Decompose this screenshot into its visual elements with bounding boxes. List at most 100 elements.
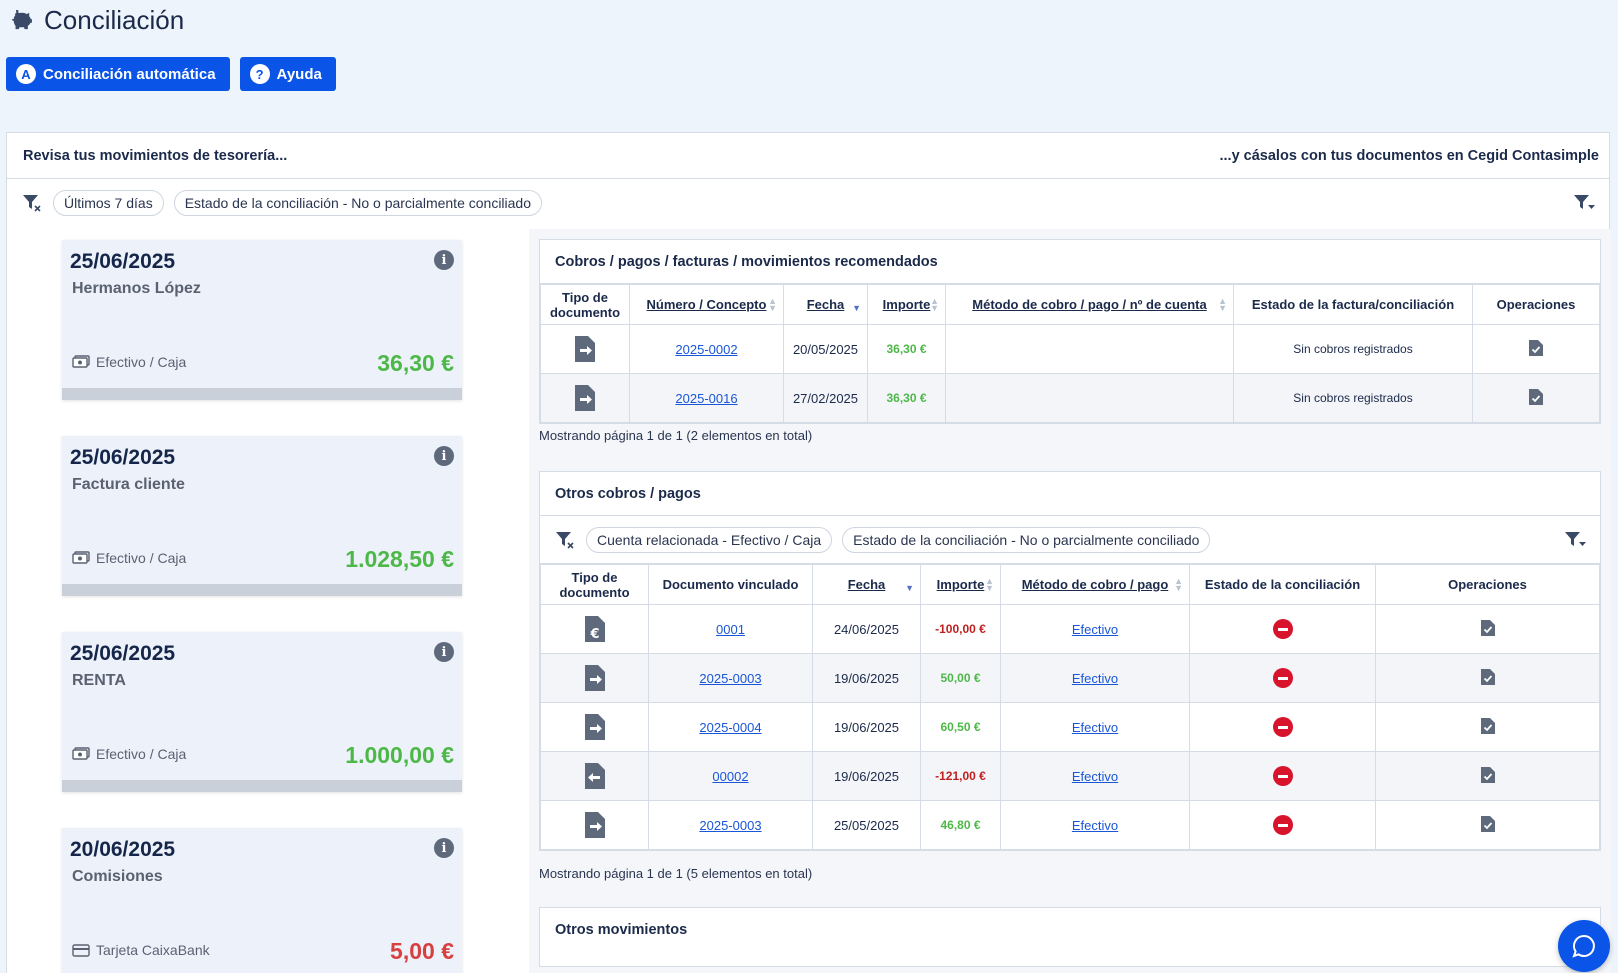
recommended-title: Cobros / pagos / facturas / movimientos …: [540, 240, 1600, 284]
method-link[interactable]: Efectivo: [1071, 768, 1119, 784]
col-fecha-label: Fecha: [847, 577, 886, 592]
reconcile-document-icon[interactable]: [1480, 766, 1496, 784]
card-date: 25/06/2025: [70, 446, 176, 469]
metodo-cell[interactable]: Efectivo: [1000, 653, 1190, 703]
method-link[interactable]: Efectivo: [1071, 621, 1119, 637]
info-icon[interactable]: i: [434, 838, 454, 858]
metodo-cell[interactable]: Efectivo: [1000, 702, 1190, 752]
other-movements-panel: Otros movimientos: [539, 907, 1601, 967]
doc-type-cell: €: [540, 604, 649, 654]
card-account: Efectivo / Caja: [72, 354, 186, 370]
metodo-cell[interactable]: Efectivo: [1000, 751, 1190, 801]
card-icon: [72, 944, 90, 957]
other-movements-title: Otros movimientos: [555, 922, 688, 938]
reconcile-document-icon[interactable]: [1480, 619, 1496, 637]
filter-chip-account[interactable]: Cuenta relacionada - Efectivo / Caja: [586, 526, 833, 553]
metodo-cell[interactable]: Efectivo: [1000, 604, 1190, 654]
card-account-label: Efectivo / Caja: [96, 354, 187, 370]
chat-button[interactable]: [1558, 920, 1610, 972]
other-payments-filter-row: Cuenta relacionada - Efectivo / Caja Est…: [540, 516, 1600, 564]
clear-filters-icon[interactable]: [21, 192, 43, 214]
document-link[interactable]: 00002: [712, 768, 749, 784]
col-metodo[interactable]: Método de cobro / pago ▲ ▼: [1000, 564, 1190, 605]
doc-cell[interactable]: 2025-0004: [648, 702, 813, 752]
estado-cell: Sin cobros registrados: [1233, 324, 1473, 374]
info-icon[interactable]: i: [434, 446, 454, 466]
action-bar: A Conciliación automática ? Ayuda: [6, 57, 336, 91]
invoice-out-icon: [575, 336, 595, 362]
help-button[interactable]: ? Ayuda: [239, 57, 336, 91]
movement-card[interactable]: 25/06/2025 RENTA i Efectivo / Caja 1.000…: [62, 632, 462, 792]
filter-menu-icon[interactable]: [1564, 529, 1586, 551]
method-link[interactable]: Efectivo: [1071, 817, 1119, 833]
doc-type-cell: [540, 751, 649, 801]
filter-chip-period[interactable]: Últimos 7 días: [53, 190, 164, 216]
document-link[interactable]: 0001: [716, 621, 745, 637]
doc-cell[interactable]: 2025-0003: [648, 800, 813, 850]
document-link[interactable]: 2025-0003: [699, 670, 762, 686]
reconcile-document-icon[interactable]: [1528, 339, 1544, 357]
document-link[interactable]: 2025-0002: [675, 341, 738, 357]
reconcile-document-icon[interactable]: [1480, 815, 1496, 833]
col-fecha[interactable]: Fecha ▼: [783, 284, 868, 325]
sort-desc-icon: ▼: [905, 583, 914, 593]
movements-list: 25/06/2025 Hermanos López i Efectivo / C…: [7, 229, 522, 973]
estado-cell: [1189, 800, 1376, 850]
sort-icon: ▲ ▼: [1218, 296, 1227, 313]
estado-cell: [1189, 751, 1376, 801]
operations-cell: [1472, 373, 1600, 423]
card-amount: 5,00 €: [390, 938, 454, 964]
sort-icon: ▲ ▼: [930, 296, 939, 313]
doc-cell[interactable]: 2025-0003: [648, 653, 813, 703]
col-importe[interactable]: Importe ▲ ▼: [920, 564, 1001, 605]
auto-reconcile-button[interactable]: A Conciliación automática: [6, 57, 230, 91]
filter-chip-status[interactable]: Estado de la conciliación - No o parcial…: [173, 190, 543, 216]
card-concept: Factura cliente: [72, 476, 185, 493]
document-link[interactable]: 2025-0004: [699, 719, 762, 735]
card-account-label: Efectivo / Caja: [96, 746, 187, 762]
clear-filters-icon[interactable]: [554, 529, 576, 551]
numero-cell[interactable]: 2025-0016: [629, 373, 784, 423]
importe-cell: -121,00 €: [920, 751, 1001, 801]
col-numero[interactable]: Número / Concepto ▲ ▼: [629, 284, 784, 325]
reconcile-document-icon[interactable]: [1528, 388, 1544, 406]
left-heading: Revisa tus movimientos de tesorería...: [23, 147, 288, 164]
card-date: 25/06/2025: [70, 250, 176, 273]
table-row: 2025-0004 19/06/2025 60,50 € Efectivo: [540, 702, 1600, 752]
page-title: Conciliación: [44, 4, 185, 35]
filter-menu-icon[interactable]: [1573, 192, 1595, 214]
sort-icon: ▲ ▼: [985, 576, 994, 593]
movement-card[interactable]: 20/06/2025 Comisiones i Tarjeta CaixaBan…: [62, 828, 462, 973]
doc-cell[interactable]: 00002: [648, 751, 813, 801]
numero-cell[interactable]: 2025-0002: [629, 324, 784, 374]
doc-type-cell: [540, 324, 630, 374]
col-metodo[interactable]: Método de cobro / pago / nº de cuenta ▲ ▼: [945, 284, 1234, 325]
chat-icon: [1572, 934, 1595, 958]
info-icon[interactable]: i: [434, 250, 454, 270]
invoice-out-icon: [575, 385, 595, 411]
table-row: 2025-0002 20/05/2025 36,30 € Sin cobros …: [540, 324, 1600, 374]
method-link[interactable]: Efectivo: [1071, 670, 1119, 686]
estado-cell: [1189, 702, 1376, 752]
col-fecha[interactable]: Fecha ▼: [812, 564, 921, 605]
fecha-cell: 19/06/2025: [812, 653, 921, 703]
movement-card[interactable]: 25/06/2025 Factura cliente i Efectivo / …: [62, 436, 462, 596]
col-estado: Estado de la factura/conciliación: [1233, 284, 1473, 325]
operations-cell: [1375, 751, 1600, 801]
doc-cell[interactable]: 0001: [648, 604, 813, 654]
fecha-cell: 19/06/2025: [812, 751, 921, 801]
filter-chip-status[interactable]: Estado de la conciliación - No o parcial…: [842, 526, 1211, 553]
document-link[interactable]: 2025-0016: [675, 390, 738, 406]
document-link[interactable]: 2025-0003: [699, 817, 762, 833]
col-importe[interactable]: Importe ▲ ▼: [867, 284, 946, 325]
movement-card[interactable]: 25/06/2025 Hermanos López i Efectivo / C…: [62, 240, 462, 400]
doc-type-cell: [540, 373, 630, 423]
metodo-cell[interactable]: Efectivo: [1000, 800, 1190, 850]
method-link[interactable]: Efectivo: [1071, 719, 1119, 735]
reconcile-document-icon[interactable]: [1480, 717, 1496, 735]
reconcile-document-icon[interactable]: [1480, 668, 1496, 686]
right-heading: ...y cásalos con tus documentos en Cegid…: [1219, 147, 1600, 164]
invoice-out-icon: [584, 665, 605, 691]
treasury-filter-row: Últimos 7 días Estado de la conciliación…: [7, 179, 1609, 227]
info-icon[interactable]: i: [434, 642, 454, 662]
